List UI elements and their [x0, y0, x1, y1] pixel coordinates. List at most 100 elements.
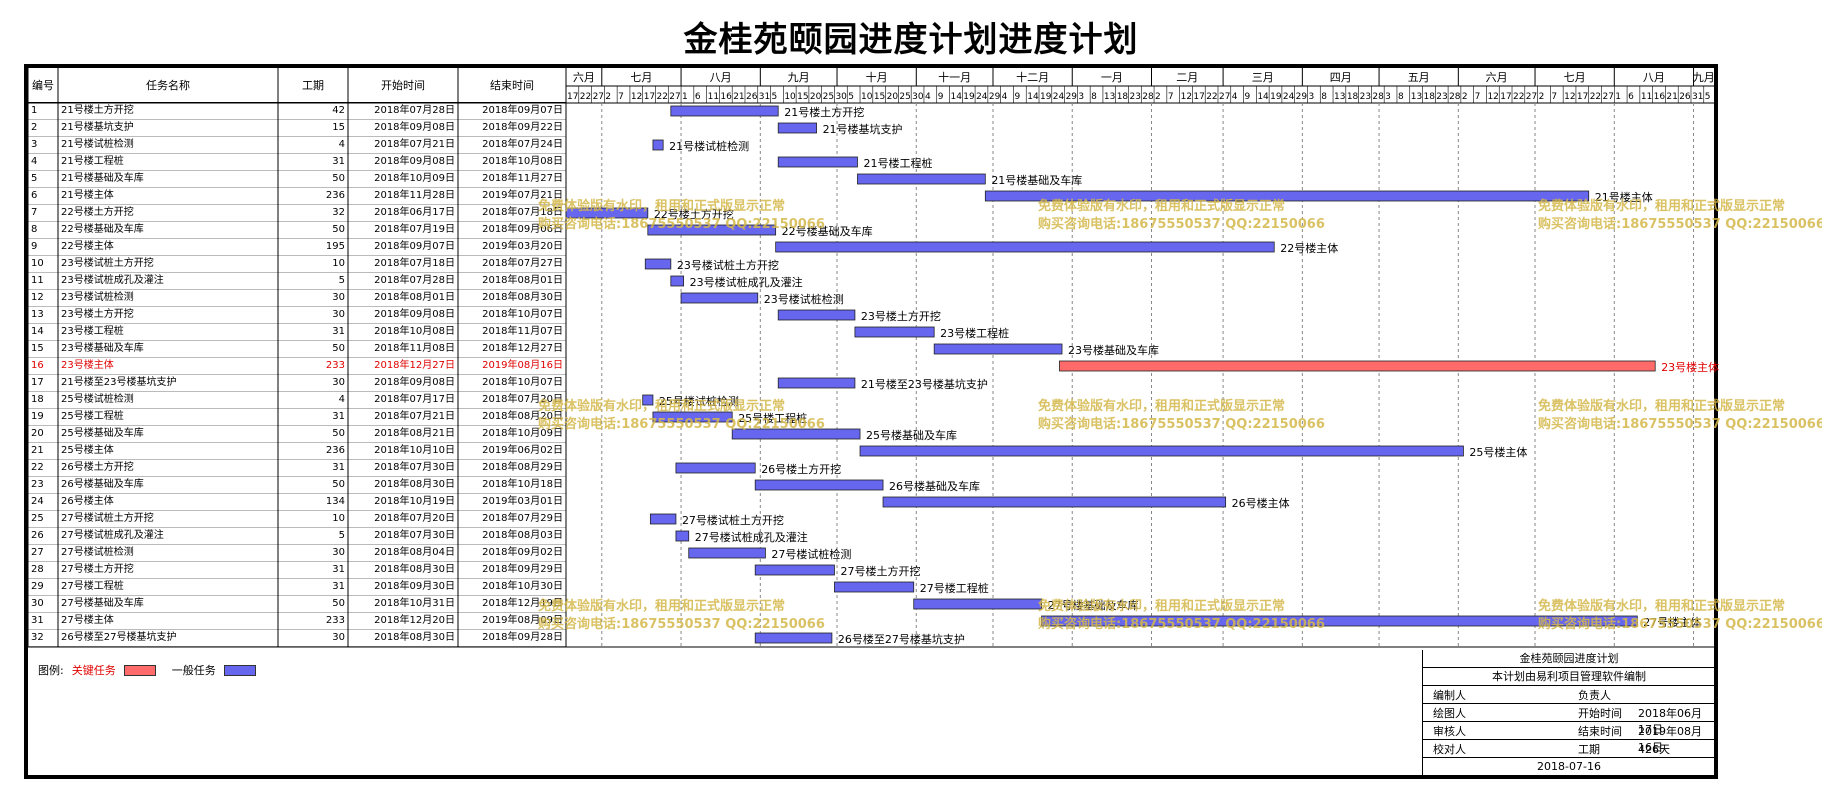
cell-duration: 233: [325, 615, 345, 626]
cell-name: 23号楼试桩成孔及灌注: [61, 275, 164, 286]
day-tick-label: 27: [1526, 92, 1537, 102]
task-bar-label: 27号楼工程桩: [920, 581, 989, 595]
day-tick-label: 22: [580, 92, 591, 102]
info-reviewer: 审核人: [1433, 725, 1466, 738]
cell-duration: 4: [338, 394, 345, 405]
cell-name: 23号楼土方开挖: [61, 309, 134, 320]
cell-start: 2018年06月17日: [374, 207, 455, 218]
info-checker: 校对人: [1433, 743, 1466, 756]
task-bar-label: 25号楼主体: [1469, 445, 1527, 459]
day-tick-label: 11: [708, 92, 719, 102]
cell-end: 2018年08月29日: [482, 462, 563, 473]
cell-end: 2018年08月20日: [482, 411, 563, 422]
cell-name: 26号楼基础及车库: [61, 479, 144, 490]
legend: 图例: 关键任务 一般任务: [38, 662, 256, 678]
cell-name: 25号楼工程桩: [61, 411, 124, 422]
cell-start: 2018年07月21日: [374, 411, 455, 422]
watermark-line1: 免费体验版有水印，租用和正式版显示正常: [1538, 599, 1786, 614]
cell-name: 22号楼土方开挖: [61, 207, 134, 218]
cell-start: 2018年07月28日: [374, 105, 455, 116]
info-title: 金桂苑颐园进度计划: [1423, 650, 1715, 668]
watermark: 免费体验版有水印，租用和正式版显示正常 购买咨询电话:18675550537 QQ…: [538, 398, 825, 434]
cell-end: 2018年07月29日: [482, 513, 563, 524]
day-tick-label: 18: [1117, 92, 1129, 102]
task-bar: [649, 513, 677, 525]
day-tick-label: 17: [644, 92, 655, 102]
cell-duration: 5: [338, 275, 345, 286]
task-bar-label: 27号楼试桩成孔及灌注: [695, 530, 808, 544]
task-bar: [652, 411, 733, 423]
cell-start: 2018年11月08日: [374, 343, 455, 354]
cell-duration: 50: [332, 598, 345, 609]
info-end-label: 结束时间: [1578, 725, 1622, 738]
cell-duration: 50: [332, 479, 345, 490]
table-row: 5 21号楼基础及车库 50 2018年10月09日 2018年11月27日: [28, 171, 566, 188]
table-row: 23 26号楼基础及车库 50 2018年08月30日 2018年10月18日: [28, 477, 566, 494]
page-title: 金桂苑颐园进度计划进度计划: [683, 20, 1139, 60]
cell-name: 21号楼主体: [61, 190, 114, 201]
cell-duration: 42: [332, 105, 345, 116]
day-tick-label: 1: [1615, 92, 1621, 102]
watermark-line2: 购买咨询电话:18675550537 QQ:22150066: [538, 617, 825, 632]
cell-name: 25号楼主体: [61, 445, 114, 456]
cell-start: 2018年09月08日: [374, 122, 455, 133]
table-row: 22 26号楼土方开挖 31 2018年07月30日 2018年08月29日: [28, 460, 566, 477]
cell-id: 12: [31, 292, 44, 303]
month-label: 十二月: [1016, 70, 1049, 84]
day-tick-label: 13: [1104, 92, 1115, 102]
watermark-line1: 免费体验版有水印，租用和正式版显示正常: [1538, 199, 1786, 214]
month-label: 六月: [1486, 71, 1508, 84]
cell-duration: 31: [332, 564, 345, 575]
info-start-label: 开始时间: [1578, 707, 1622, 720]
cell-id: 23: [31, 479, 44, 490]
day-tick-label: 13: [1334, 92, 1345, 102]
cell-start: 2018年10月31日: [374, 598, 455, 609]
day-tick-label: 3: [1308, 92, 1314, 102]
watermark: 免费体验版有水印，租用和正式版显示正常 购买咨询电话:18675550537 QQ…: [1038, 598, 1325, 634]
cell-end: 2018年08月01日: [482, 275, 563, 286]
task-bar: [777, 377, 856, 389]
table-row: 9 22号楼主体 195 2018年09月07日 2019年03月20日: [28, 239, 566, 256]
cell-name: 23号楼工程桩: [61, 326, 124, 337]
cell-duration: 31: [332, 411, 345, 422]
cell-duration: 30: [332, 632, 345, 643]
cell-name: 26号楼至27号楼基坑支护: [61, 632, 177, 643]
day-tick-label: 22: [1206, 92, 1217, 102]
task-bar: [933, 343, 1063, 355]
watermark-line1: 免费体验版有水印，租用和正式版显示正常: [538, 399, 786, 414]
task-bar-label: 23号楼土方开挖: [861, 309, 941, 323]
task-bar: [670, 275, 685, 287]
cell-id: 19: [31, 411, 44, 422]
cell-duration: 31: [332, 326, 345, 337]
task-bar: [777, 309, 856, 321]
task-bar: [642, 394, 654, 406]
table-row: 6 21号楼主体 236 2018年11月28日 2019年07月21日: [28, 188, 566, 205]
cell-start: 2018年07月17日: [374, 394, 455, 405]
cell-name: 27号楼试桩检测: [61, 547, 134, 558]
day-tick-label: 22: [1513, 92, 1524, 102]
table-row: 25 27号楼试桩土方开挖 10 2018年07月20日 2018年07月29日: [28, 511, 566, 528]
day-tick-label: 15: [797, 92, 808, 102]
cell-duration: 30: [332, 309, 345, 320]
cell-duration: 31: [332, 462, 345, 473]
cell-name: 26号楼土方开挖: [61, 462, 134, 473]
cell-end: 2018年07月27日: [482, 258, 563, 269]
day-tick-label: 10: [861, 92, 873, 102]
task-bar-label: 21号楼基础及车库: [991, 173, 1082, 187]
day-tick-label: 24: [976, 92, 988, 102]
legend-normal-swatch: [223, 664, 256, 676]
table-row: 19 25号楼工程桩 31 2018年07月21日 2018年08月20日: [28, 409, 566, 426]
cell-start: 2018年09月30日: [374, 581, 455, 592]
day-tick-label: 7: [1168, 92, 1174, 102]
cell-duration: 233: [325, 360, 345, 371]
month-label: 九月: [788, 71, 810, 84]
watermark: 免费体验版有水印，租用和正式版显示正常 购买咨询电话:18675550537 QQ…: [1538, 198, 1822, 234]
cell-start: 2018年08月01日: [374, 292, 455, 303]
task-bar-label: 21号楼试桩检测: [669, 139, 749, 153]
table-row: 28 27号楼土方开挖 31 2018年08月30日 2018年09月29日: [28, 562, 566, 579]
table-row: 15 23号楼基础及车库 50 2018年11月08日 2018年12月27日: [28, 341, 566, 358]
cell-start: 2018年08月04日: [374, 547, 455, 558]
table-row: 8 22号楼基础及车库 50 2018年07月19日 2018年09月06日: [28, 222, 566, 239]
cell-start: 2018年07月20日: [374, 513, 455, 524]
table-row: 20 25号楼基础及车库 50 2018年08月21日 2018年10月09日: [28, 426, 566, 443]
